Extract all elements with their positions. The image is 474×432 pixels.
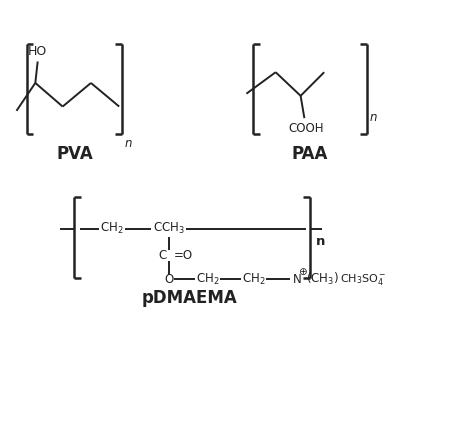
Text: n: n — [124, 137, 132, 149]
Text: N: N — [292, 273, 301, 286]
Text: PAA: PAA — [292, 145, 328, 163]
Text: =O: =O — [173, 249, 192, 262]
Text: $\oplus$: $\oplus$ — [298, 266, 307, 277]
Text: CCH$_3$: CCH$_3$ — [153, 221, 184, 236]
Text: CH$_2$: CH$_2$ — [242, 272, 265, 287]
Text: pDMAEMA: pDMAEMA — [142, 289, 238, 307]
Text: n: n — [369, 111, 377, 124]
Text: O: O — [164, 273, 173, 286]
Text: CH$_3$SO$_4^-$: CH$_3$SO$_4^-$ — [340, 272, 387, 286]
Text: PVA: PVA — [56, 145, 93, 163]
Text: C: C — [158, 249, 166, 262]
Text: CH$_2$: CH$_2$ — [100, 221, 124, 236]
Text: n: n — [316, 235, 325, 248]
Text: COOH: COOH — [289, 121, 324, 135]
Text: (CH$_3$): (CH$_3$) — [306, 271, 339, 287]
Text: HO: HO — [28, 45, 47, 58]
Text: CH$_2$: CH$_2$ — [195, 272, 219, 287]
